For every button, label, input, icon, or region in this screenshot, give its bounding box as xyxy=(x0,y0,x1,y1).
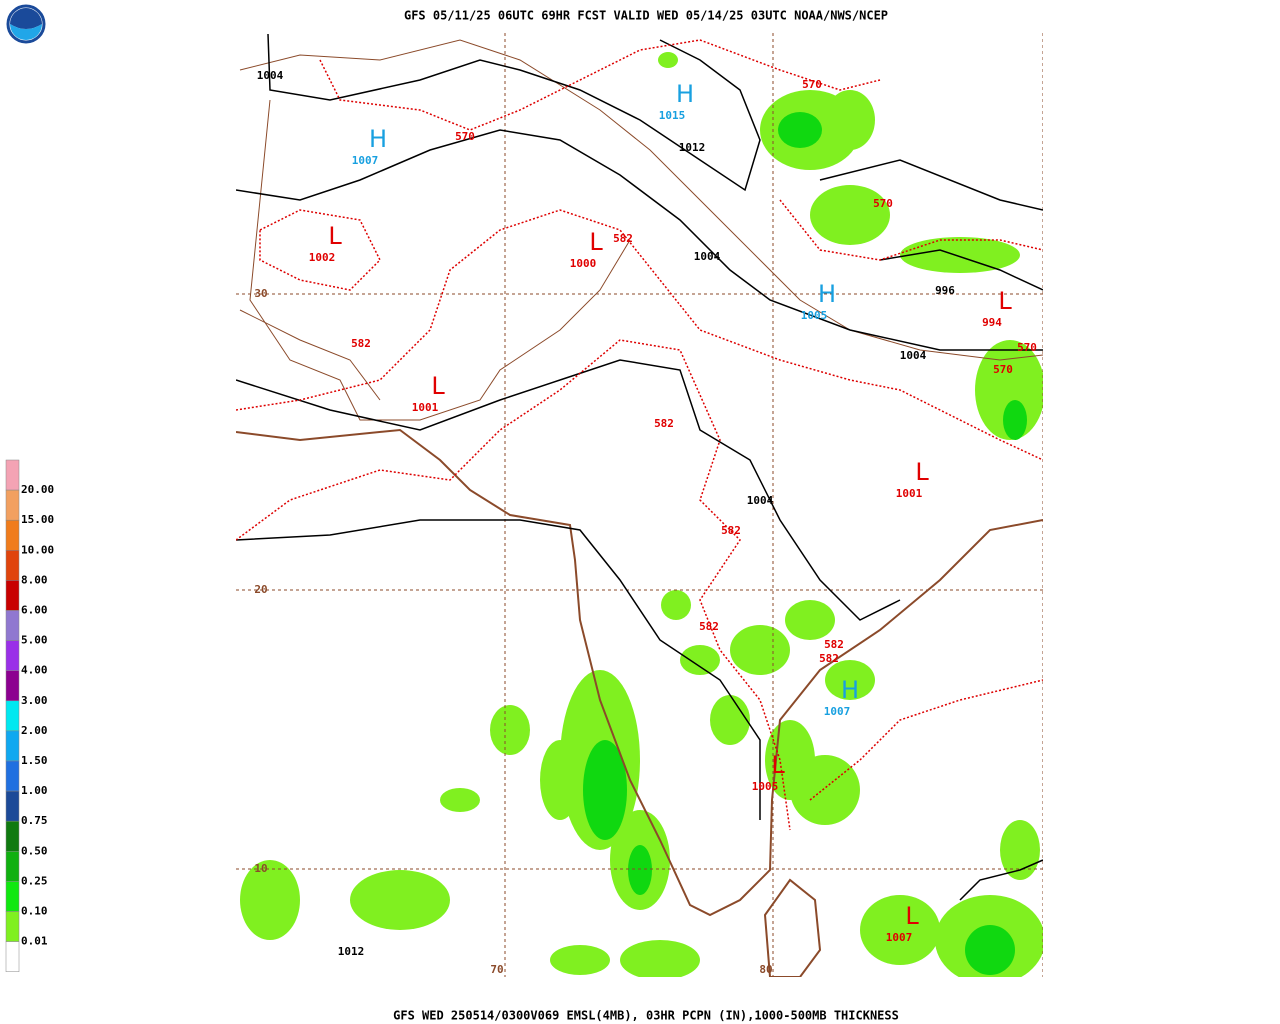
legend-swatch xyxy=(5,760,20,792)
legend-label: 8.00 xyxy=(21,573,48,586)
isobar-label: 996 xyxy=(935,284,955,297)
isobar-label: 1004 xyxy=(694,250,721,263)
legend-swatch xyxy=(5,550,20,581)
thickness-label: 570 xyxy=(873,197,893,210)
legend-label: 10.00 xyxy=(21,543,54,556)
isobar-label: 1004 xyxy=(257,69,284,82)
isobar-label: 1004 xyxy=(900,349,927,362)
pressure-center: L xyxy=(589,228,603,256)
legend-swatch xyxy=(5,519,20,551)
pressure-value: 1005 xyxy=(801,309,828,322)
legend-label: 3.00 xyxy=(21,694,48,707)
legend-label: 15.00 xyxy=(21,513,54,526)
thickness-label: 582 xyxy=(819,652,839,665)
legend-label: 5.00 xyxy=(21,634,48,647)
legend-label: 4.00 xyxy=(21,664,48,677)
legend-swatch xyxy=(5,941,20,972)
isobars xyxy=(236,33,1043,901)
legend-swatch xyxy=(5,911,20,942)
lat-label: 20 xyxy=(254,583,267,596)
legend-swatch xyxy=(5,700,20,732)
pressure-center: H xyxy=(841,676,859,704)
noaa-logo xyxy=(6,4,46,44)
lat-label: 10 xyxy=(254,862,267,875)
legend-label: 20.00 xyxy=(21,483,54,496)
legend-swatch xyxy=(5,730,20,762)
thickness-label: 582 xyxy=(351,337,371,350)
legend-label: 6.00 xyxy=(21,604,48,617)
pressure-center: H xyxy=(676,80,694,108)
lon-label: 80 xyxy=(759,963,772,976)
isobar-label: 1012 xyxy=(338,945,365,958)
legend-swatch xyxy=(5,610,20,641)
pressure-value: 1007 xyxy=(824,705,851,718)
header-title: GFS 05/11/25 06UTC 69HR FCST VALID WED 0… xyxy=(404,9,888,23)
legend-swatch xyxy=(5,670,20,702)
pressure-center: L xyxy=(431,372,445,400)
pressure-center: L xyxy=(771,751,785,779)
legend-swatch xyxy=(5,851,20,882)
lat-label: 30 xyxy=(254,287,267,300)
thickness-label: 582 xyxy=(654,417,674,430)
pressure-value: 1001 xyxy=(412,401,439,414)
legend-label: 0.50 xyxy=(21,844,48,857)
legend-swatch xyxy=(5,459,20,491)
thickness-contours xyxy=(236,39,1043,831)
legend-swatch xyxy=(5,640,20,671)
pressure-center: H xyxy=(369,125,387,153)
thickness-label: 582 xyxy=(824,638,844,651)
pressure-center: L xyxy=(915,458,929,486)
isobar-label: 1004 xyxy=(747,494,774,507)
thickness-label: 570 xyxy=(802,78,822,91)
pressure-center: H xyxy=(818,280,836,308)
pressure-value: 1005 xyxy=(752,780,779,793)
thickness-label: 570 xyxy=(455,130,475,143)
pressure-value: 1015 xyxy=(659,109,686,122)
thickness-label: 582 xyxy=(699,620,719,633)
thickness-label: 570 xyxy=(993,363,1013,376)
precip-legend: 20.00 15.00 10.00 8.00 6.00 5.00 4.00 3.00 2.00 1… xyxy=(5,459,54,972)
pressure-value: 1007 xyxy=(352,154,379,167)
precip-heavy xyxy=(583,112,1027,975)
legend-swatch xyxy=(5,820,20,852)
pressure-value: 1000 xyxy=(570,257,597,270)
coastline xyxy=(236,39,1043,977)
thickness-label: 582 xyxy=(613,232,633,245)
pressure-value: 1001 xyxy=(896,487,923,500)
legend-swatch xyxy=(5,489,20,521)
graticule xyxy=(236,33,1043,977)
legend-label: 2.00 xyxy=(21,724,48,737)
legend-label: 0.01 xyxy=(21,935,48,948)
legend-label: 0.25 xyxy=(21,874,48,887)
legend-label: 1.50 xyxy=(21,754,48,767)
pressure-center: L xyxy=(328,222,342,250)
legend-label: 0.75 xyxy=(21,814,48,827)
legend-swatch xyxy=(5,580,20,611)
pressure-value: 1007 xyxy=(886,931,913,944)
legend-label: 1.00 xyxy=(21,784,48,797)
pressure-center: L xyxy=(905,902,919,930)
lon-label: 70 xyxy=(490,963,503,976)
pressure-value: 1002 xyxy=(309,251,336,264)
legend-swatch xyxy=(5,790,20,822)
footer-caption: GFS WED 250514/0300V069 EMSL(4MB), 03HR … xyxy=(393,1009,899,1023)
thickness-label: 582 xyxy=(721,524,741,537)
legend-swatch xyxy=(5,881,20,912)
thickness-label: 570 xyxy=(1017,341,1037,354)
isobar-label: 1012 xyxy=(679,141,706,154)
pressure-center: L xyxy=(998,287,1012,315)
legend-label: 0.10 xyxy=(21,905,48,918)
pressure-value: 994 xyxy=(982,316,1002,329)
